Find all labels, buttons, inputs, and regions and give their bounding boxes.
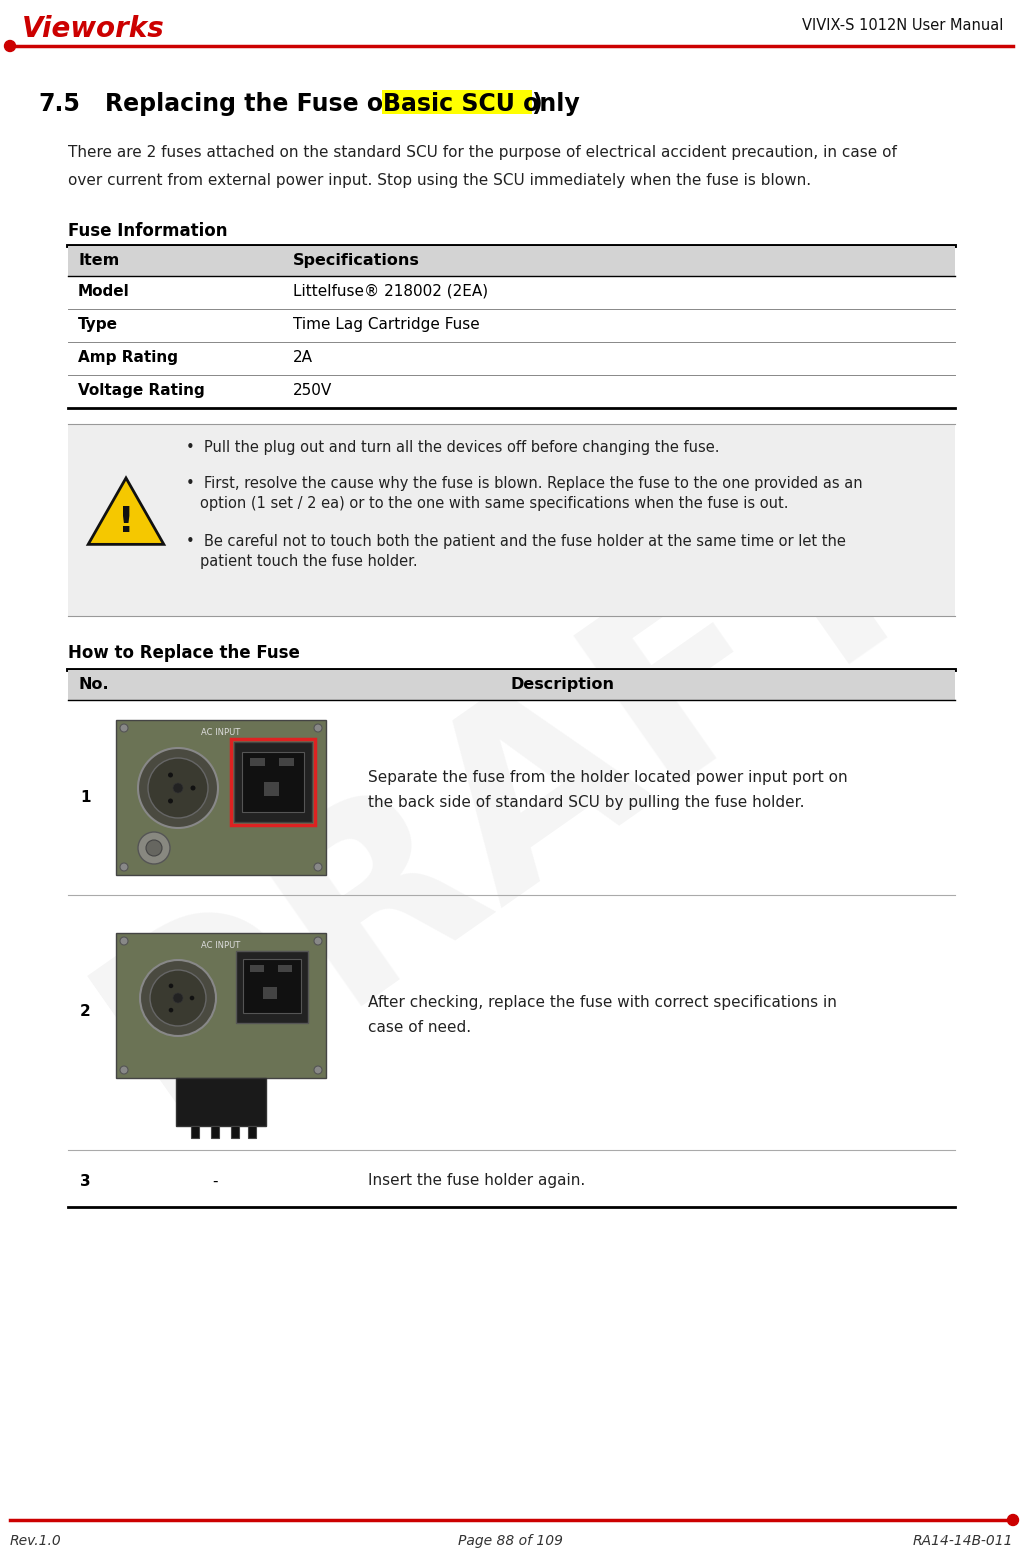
Text: Item: Item (78, 252, 120, 268)
Bar (116, 932, 326, 1078)
Text: Insert the fuse holder again.: Insert the fuse holder again. (368, 1174, 585, 1188)
Bar (242, 752, 304, 812)
Circle shape (168, 799, 173, 804)
Circle shape (168, 773, 173, 777)
Circle shape (314, 937, 322, 945)
Text: •  Be careful not to touch both the patient and the fuse holder at the same time: • Be careful not to touch both the patie… (186, 534, 846, 548)
Text: Fuse Information: Fuse Information (68, 223, 227, 240)
Text: DRAFT: DRAFT (59, 432, 965, 1167)
Circle shape (138, 747, 218, 827)
Polygon shape (88, 478, 164, 544)
Text: Separate the fuse from the holder located power input port on: Separate the fuse from the holder locate… (368, 769, 848, 785)
Circle shape (173, 993, 183, 1003)
Text: Type: Type (78, 317, 118, 332)
Text: 3: 3 (80, 1174, 91, 1188)
Circle shape (120, 863, 128, 871)
Text: Rev.1.0: Rev.1.0 (10, 1534, 61, 1548)
Text: Replacing the Fuse of SCU (: Replacing the Fuse of SCU ( (105, 92, 475, 116)
Text: 1: 1 (80, 790, 90, 804)
Text: There are 2 fuses attached on the standard SCU for the purpose of electrical acc: There are 2 fuses attached on the standa… (68, 146, 897, 160)
Bar (231, 740, 315, 824)
Bar (68, 671, 955, 700)
Text: Specifications: Specifications (293, 252, 419, 268)
Text: 250V: 250V (293, 382, 332, 398)
Circle shape (173, 784, 183, 793)
Bar (191, 1127, 199, 1138)
Circle shape (169, 1008, 173, 1012)
Text: option (1 set / 2 ea) or to the one with same specifications when the fuse is ou: option (1 set / 2 ea) or to the one with… (201, 497, 789, 511)
Bar (250, 758, 265, 766)
Text: !: ! (118, 505, 134, 539)
Circle shape (4, 41, 15, 52)
Text: AC INPUT: AC INPUT (202, 729, 240, 736)
Text: Vieworks: Vieworks (23, 16, 165, 42)
Text: 2A: 2A (293, 349, 313, 365)
Bar (382, 89, 532, 114)
Circle shape (189, 995, 194, 1000)
Bar (248, 1127, 256, 1138)
Bar (250, 965, 264, 972)
Text: After checking, replace the fuse with correct specifications in: After checking, replace the fuse with co… (368, 995, 837, 1011)
Text: Basic SCU only: Basic SCU only (383, 92, 580, 116)
Circle shape (146, 840, 162, 856)
Bar (116, 719, 326, 874)
Circle shape (148, 758, 208, 818)
Text: Voltage Rating: Voltage Rating (78, 382, 205, 398)
Circle shape (314, 863, 322, 871)
Text: case of need.: case of need. (368, 1020, 472, 1034)
Text: AC INPUT: AC INPUT (202, 942, 240, 950)
Text: •  Pull the plug out and turn all the devices off before changing the fuse.: • Pull the plug out and turn all the dev… (186, 440, 719, 454)
Text: •  First, resolve the cause why the fuse is blown. Replace the fuse to the one p: • First, resolve the cause why the fuse … (186, 476, 862, 490)
Text: How to Replace the Fuse: How to Replace the Fuse (68, 644, 300, 661)
Circle shape (120, 937, 128, 945)
Text: Littelfuse® 218002 (2EA): Littelfuse® 218002 (2EA) (293, 284, 488, 299)
Bar (279, 758, 294, 766)
Text: 2: 2 (80, 1004, 91, 1020)
Circle shape (314, 724, 322, 732)
Bar (236, 951, 308, 1023)
Text: Amp Rating: Amp Rating (78, 349, 178, 365)
Text: Page 88 of 109: Page 88 of 109 (458, 1534, 564, 1548)
Bar (278, 965, 292, 972)
Circle shape (190, 785, 195, 790)
Text: the back side of standard SCU by pulling the fuse holder.: the back side of standard SCU by pulling… (368, 794, 804, 810)
Circle shape (314, 1066, 322, 1073)
Circle shape (138, 832, 170, 863)
Text: Description: Description (512, 677, 615, 693)
Circle shape (169, 984, 173, 989)
Bar (234, 743, 312, 823)
Text: Time Lag Cartridge Fuse: Time Lag Cartridge Fuse (293, 317, 480, 332)
Circle shape (140, 961, 216, 1036)
Text: 7.5: 7.5 (38, 92, 80, 116)
Text: over current from external power input. Stop using the SCU immediately when the : over current from external power input. … (68, 172, 811, 188)
Circle shape (1008, 1514, 1019, 1526)
Text: ): ) (531, 92, 542, 116)
Text: -: - (212, 1174, 218, 1188)
Bar (264, 782, 279, 796)
Text: patient touch the fuse holder.: patient touch the fuse holder. (201, 555, 417, 569)
Circle shape (150, 970, 206, 1026)
Text: VIVIX-S 1012N User Manual: VIVIX-S 1012N User Manual (802, 17, 1003, 33)
Circle shape (120, 1066, 128, 1073)
Circle shape (120, 724, 128, 732)
Bar (263, 987, 277, 1000)
Text: Model: Model (78, 284, 130, 299)
Text: RA14-14B-011: RA14-14B-011 (913, 1534, 1013, 1548)
Bar (176, 1078, 266, 1127)
Bar (243, 959, 301, 1012)
Text: No.: No. (78, 677, 108, 693)
Bar (231, 1127, 239, 1138)
Bar (68, 425, 955, 616)
Bar (68, 246, 955, 276)
Bar (211, 1127, 219, 1138)
